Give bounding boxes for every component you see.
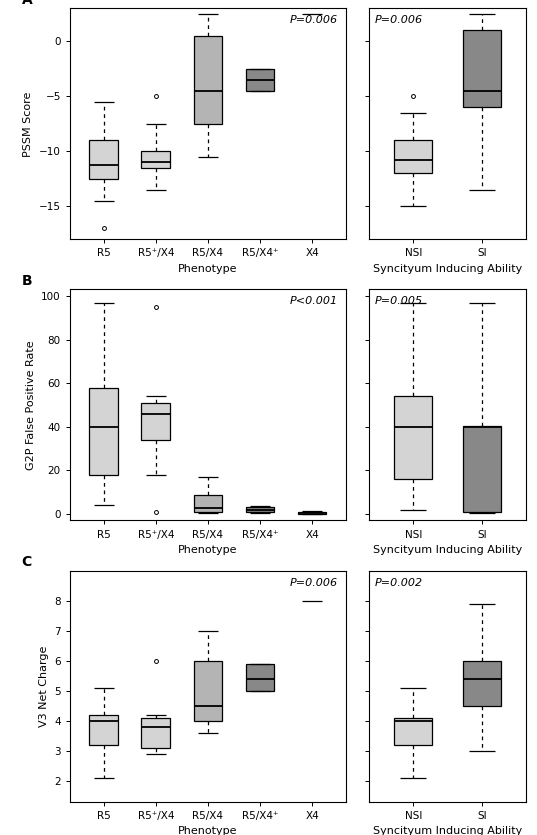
Bar bbox=[463, 426, 500, 512]
Bar bbox=[193, 36, 222, 124]
Bar bbox=[245, 664, 274, 691]
Y-axis label: G2P False Positive Rate: G2P False Positive Rate bbox=[26, 340, 35, 470]
Text: A: A bbox=[21, 0, 32, 7]
Bar bbox=[245, 68, 274, 91]
Bar bbox=[141, 717, 170, 747]
Y-axis label: V3 Net Charge: V3 Net Charge bbox=[39, 645, 49, 726]
Bar bbox=[395, 140, 432, 174]
Bar bbox=[89, 387, 118, 475]
Text: P=0.002: P=0.002 bbox=[375, 578, 423, 588]
X-axis label: Phenotype: Phenotype bbox=[178, 545, 238, 555]
Bar bbox=[89, 715, 118, 745]
X-axis label: Syncityum Inducing Ability: Syncityum Inducing Ability bbox=[373, 545, 522, 555]
X-axis label: Syncityum Inducing Ability: Syncityum Inducing Ability bbox=[373, 264, 522, 274]
Text: B: B bbox=[21, 274, 32, 288]
Bar bbox=[193, 495, 222, 512]
X-axis label: Phenotype: Phenotype bbox=[178, 826, 238, 835]
Bar bbox=[89, 140, 118, 179]
Text: P=0.006: P=0.006 bbox=[289, 578, 338, 588]
Bar bbox=[395, 717, 432, 745]
Bar bbox=[297, 512, 326, 514]
Y-axis label: PSSM Score: PSSM Score bbox=[23, 91, 33, 156]
Text: C: C bbox=[21, 555, 32, 569]
Bar bbox=[141, 402, 170, 440]
Text: P=0.006: P=0.006 bbox=[289, 15, 338, 25]
Bar bbox=[463, 30, 500, 108]
Bar bbox=[141, 151, 170, 168]
X-axis label: Phenotype: Phenotype bbox=[178, 264, 238, 274]
X-axis label: Syncityum Inducing Ability: Syncityum Inducing Ability bbox=[373, 826, 522, 835]
Bar bbox=[245, 508, 274, 512]
Text: P<0.001: P<0.001 bbox=[289, 296, 338, 306]
Text: P=0.006: P=0.006 bbox=[375, 15, 423, 25]
Bar bbox=[395, 397, 432, 479]
Text: P=0.005: P=0.005 bbox=[375, 296, 423, 306]
Bar bbox=[193, 660, 222, 721]
Bar bbox=[463, 660, 500, 706]
